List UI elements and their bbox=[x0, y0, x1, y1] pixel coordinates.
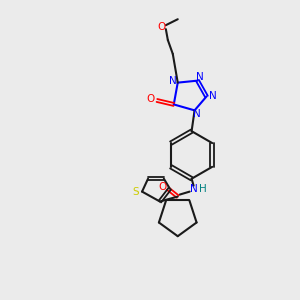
Text: N: N bbox=[196, 72, 203, 82]
Text: O: O bbox=[159, 182, 167, 192]
Text: S: S bbox=[133, 187, 140, 196]
Text: O: O bbox=[147, 94, 155, 104]
Text: H: H bbox=[199, 184, 206, 194]
Text: N: N bbox=[193, 109, 200, 119]
Text: N: N bbox=[208, 91, 216, 100]
Text: N: N bbox=[169, 76, 177, 85]
Text: O: O bbox=[158, 22, 166, 32]
Text: N: N bbox=[190, 184, 197, 194]
